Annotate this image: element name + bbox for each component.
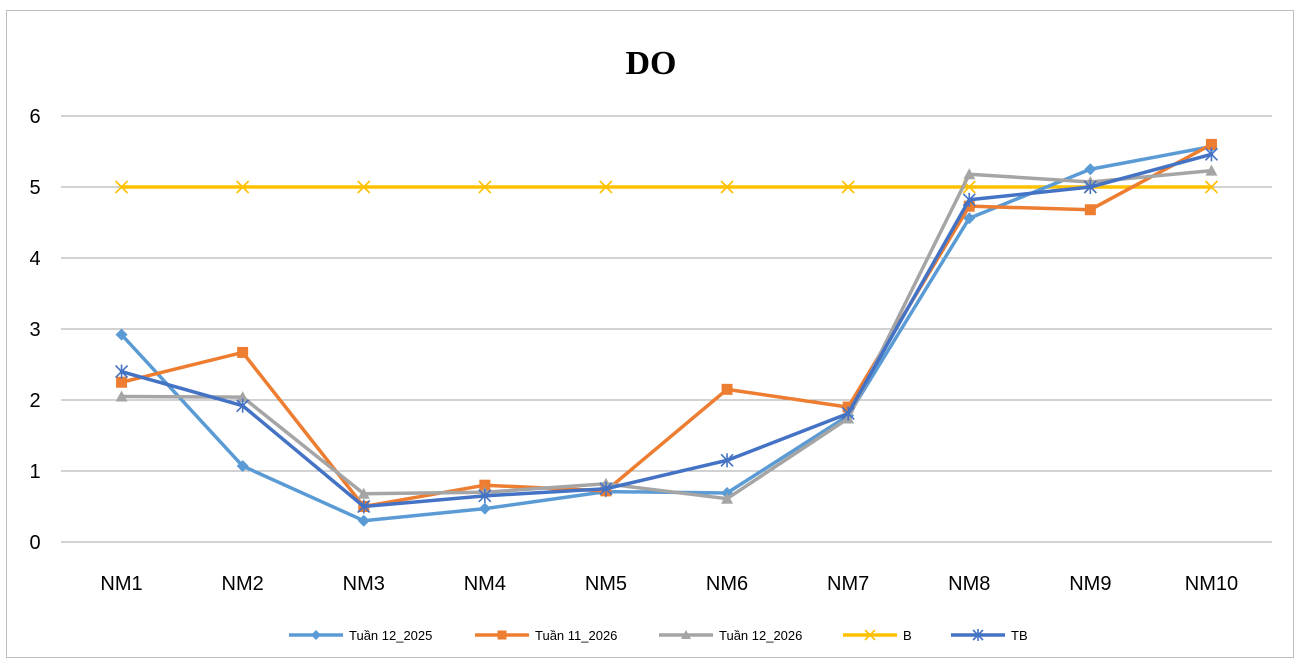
y-tick-label: 0 xyxy=(29,532,40,554)
data-point xyxy=(1084,204,1096,216)
x-tick-label: NM3 xyxy=(343,573,385,595)
x-axis-ticks: NM1 NM2 NM3 NM4 NM5 NM6 NM7 NM8 NM9 NM10 xyxy=(100,573,1238,595)
y-axis-ticks: 0 1 2 3 4 5 6 xyxy=(29,106,40,554)
data-point xyxy=(841,406,855,421)
data-point xyxy=(721,383,733,395)
data-point xyxy=(720,180,734,194)
data-point xyxy=(237,346,249,358)
series-line xyxy=(119,142,1214,509)
data-point xyxy=(599,180,613,194)
legend-item: Tuần 11_2026 xyxy=(475,628,617,643)
x-tick-label: NM8 xyxy=(948,573,990,595)
legend-item: Tuần 12_2026 xyxy=(659,628,802,643)
data-point xyxy=(1204,147,1219,162)
x-tick-label: NM10 xyxy=(1185,573,1238,595)
data-point xyxy=(236,180,250,194)
data-point xyxy=(236,391,249,403)
y-tick-label: 6 xyxy=(29,106,40,128)
series-tu-n-12-2026 xyxy=(115,164,1218,504)
y-tick-label: 2 xyxy=(29,390,40,412)
series-line xyxy=(119,152,1214,509)
x-tick-label: NM4 xyxy=(464,573,506,595)
x-tick-label: NM2 xyxy=(222,573,264,595)
data-point xyxy=(841,180,855,194)
legend-label: Tuần 11_2026 xyxy=(535,628,617,643)
series-group xyxy=(114,138,1219,527)
data-point xyxy=(115,390,128,402)
data-point xyxy=(357,487,370,499)
data-point xyxy=(116,376,128,388)
data-point xyxy=(1205,138,1217,150)
data-point xyxy=(478,488,492,503)
y-tick-label: 3 xyxy=(29,319,40,341)
series-tu-n-11-2026 xyxy=(116,138,1217,512)
data-point xyxy=(114,364,129,379)
y-tick-label: 1 xyxy=(29,461,40,483)
data-point xyxy=(114,180,129,194)
data-point xyxy=(963,168,976,180)
legend-item: TB xyxy=(951,628,1028,643)
data-point xyxy=(311,630,321,640)
x-tick-label: NM6 xyxy=(706,573,748,595)
legend-label: TB xyxy=(1011,628,1028,643)
data-point xyxy=(236,398,250,413)
legend-label: Tuần 12_2026 xyxy=(719,628,802,643)
chart-title: DO xyxy=(626,45,677,82)
legend-label: B xyxy=(903,628,912,643)
data-point xyxy=(357,499,371,514)
data-point xyxy=(681,630,691,639)
series-line xyxy=(119,144,1214,523)
data-point xyxy=(1204,180,1219,194)
data-point xyxy=(962,192,976,207)
data-point xyxy=(357,180,371,194)
data-point xyxy=(972,629,984,641)
data-point xyxy=(115,328,128,341)
data-point xyxy=(1205,164,1218,176)
data-point xyxy=(599,481,613,496)
data-point xyxy=(478,180,492,194)
data-point xyxy=(864,629,876,641)
data-point xyxy=(1083,180,1097,194)
legend: Tuần 12_2025 Tuần 11_2026 Tuần 12_2026 B TB xyxy=(289,628,1028,643)
data-point xyxy=(478,502,491,515)
x-tick-label: NM7 xyxy=(827,573,869,595)
y-tick-label: 5 xyxy=(29,177,40,199)
data-point xyxy=(497,630,507,640)
y-tick-label: 4 xyxy=(29,248,40,270)
x-tick-label: NM5 xyxy=(585,573,627,595)
x-tick-label: NM1 xyxy=(100,573,142,595)
series-line xyxy=(119,168,1214,501)
data-point xyxy=(236,460,249,473)
data-point xyxy=(963,212,976,225)
data-point xyxy=(357,514,370,527)
x-tick-label: NM9 xyxy=(1069,573,1111,595)
data-point xyxy=(720,453,734,468)
data-point xyxy=(1084,163,1097,176)
legend-item: Tuần 12_2025 xyxy=(289,628,432,643)
data-point xyxy=(721,492,734,504)
data-point xyxy=(479,479,491,491)
legend-item: B xyxy=(843,628,912,643)
series-tb xyxy=(114,147,1219,514)
legend-label: Tuần 12_2025 xyxy=(349,628,432,643)
series-tu-n-12-2025 xyxy=(115,140,1218,527)
